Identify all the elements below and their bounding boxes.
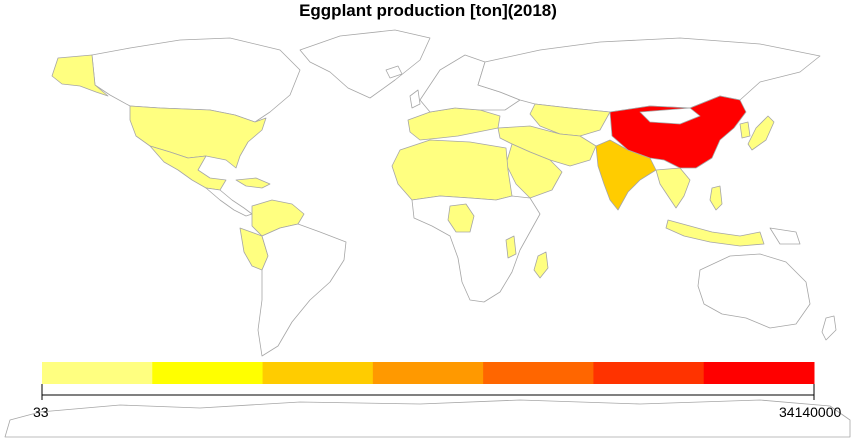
- land-canada: [91, 37, 301, 123]
- land-north-africa: [391, 139, 513, 201]
- legend-max-label: 34140000: [779, 404, 842, 420]
- land-japan: [747, 115, 775, 151]
- land-png: [769, 227, 801, 245]
- land-russia: [477, 37, 821, 113]
- legend-swatch-5: [483, 362, 594, 384]
- land-south-america: [257, 223, 347, 357]
- legend-min-label: 33: [33, 404, 49, 420]
- legend-swatch-1: [42, 362, 153, 384]
- land-southeast-asia: [655, 167, 691, 209]
- land-madagascar: [533, 251, 549, 279]
- land-antarctica: [4, 399, 851, 438]
- land-middle-east: [497, 125, 597, 167]
- land-united-states: [129, 105, 267, 169]
- land-mongolia: [639, 107, 701, 125]
- land-central-america: [205, 187, 253, 217]
- land-new-zealand: [821, 315, 837, 341]
- land-southern-europe: [407, 107, 501, 141]
- land-greenland: [299, 29, 431, 99]
- land-west-africa: [447, 203, 475, 233]
- legend-swatch-6: [593, 362, 705, 384]
- legend-swatch-7: [703, 362, 815, 384]
- land-uk: [409, 89, 421, 109]
- land-indonesia: [665, 219, 765, 247]
- legend-swatch-2: [152, 362, 264, 384]
- legend-color-bar: [42, 362, 815, 384]
- map-title: Eggplant production [ton](2018): [299, 1, 557, 20]
- land-philippines: [709, 185, 723, 211]
- land-australia: [697, 253, 811, 329]
- land-arabia: [505, 143, 563, 199]
- legend-swatch-4: [372, 362, 484, 384]
- land-mexico: [149, 145, 227, 191]
- legend-swatch-3: [262, 362, 374, 384]
- land-alaska: [51, 54, 109, 97]
- land-central-africa: [411, 195, 541, 303]
- land-iceland: [385, 65, 403, 79]
- land-caribbean: [235, 177, 271, 189]
- land-east-africa: [505, 235, 517, 259]
- land-india: [595, 139, 657, 211]
- land-korea: [739, 121, 751, 139]
